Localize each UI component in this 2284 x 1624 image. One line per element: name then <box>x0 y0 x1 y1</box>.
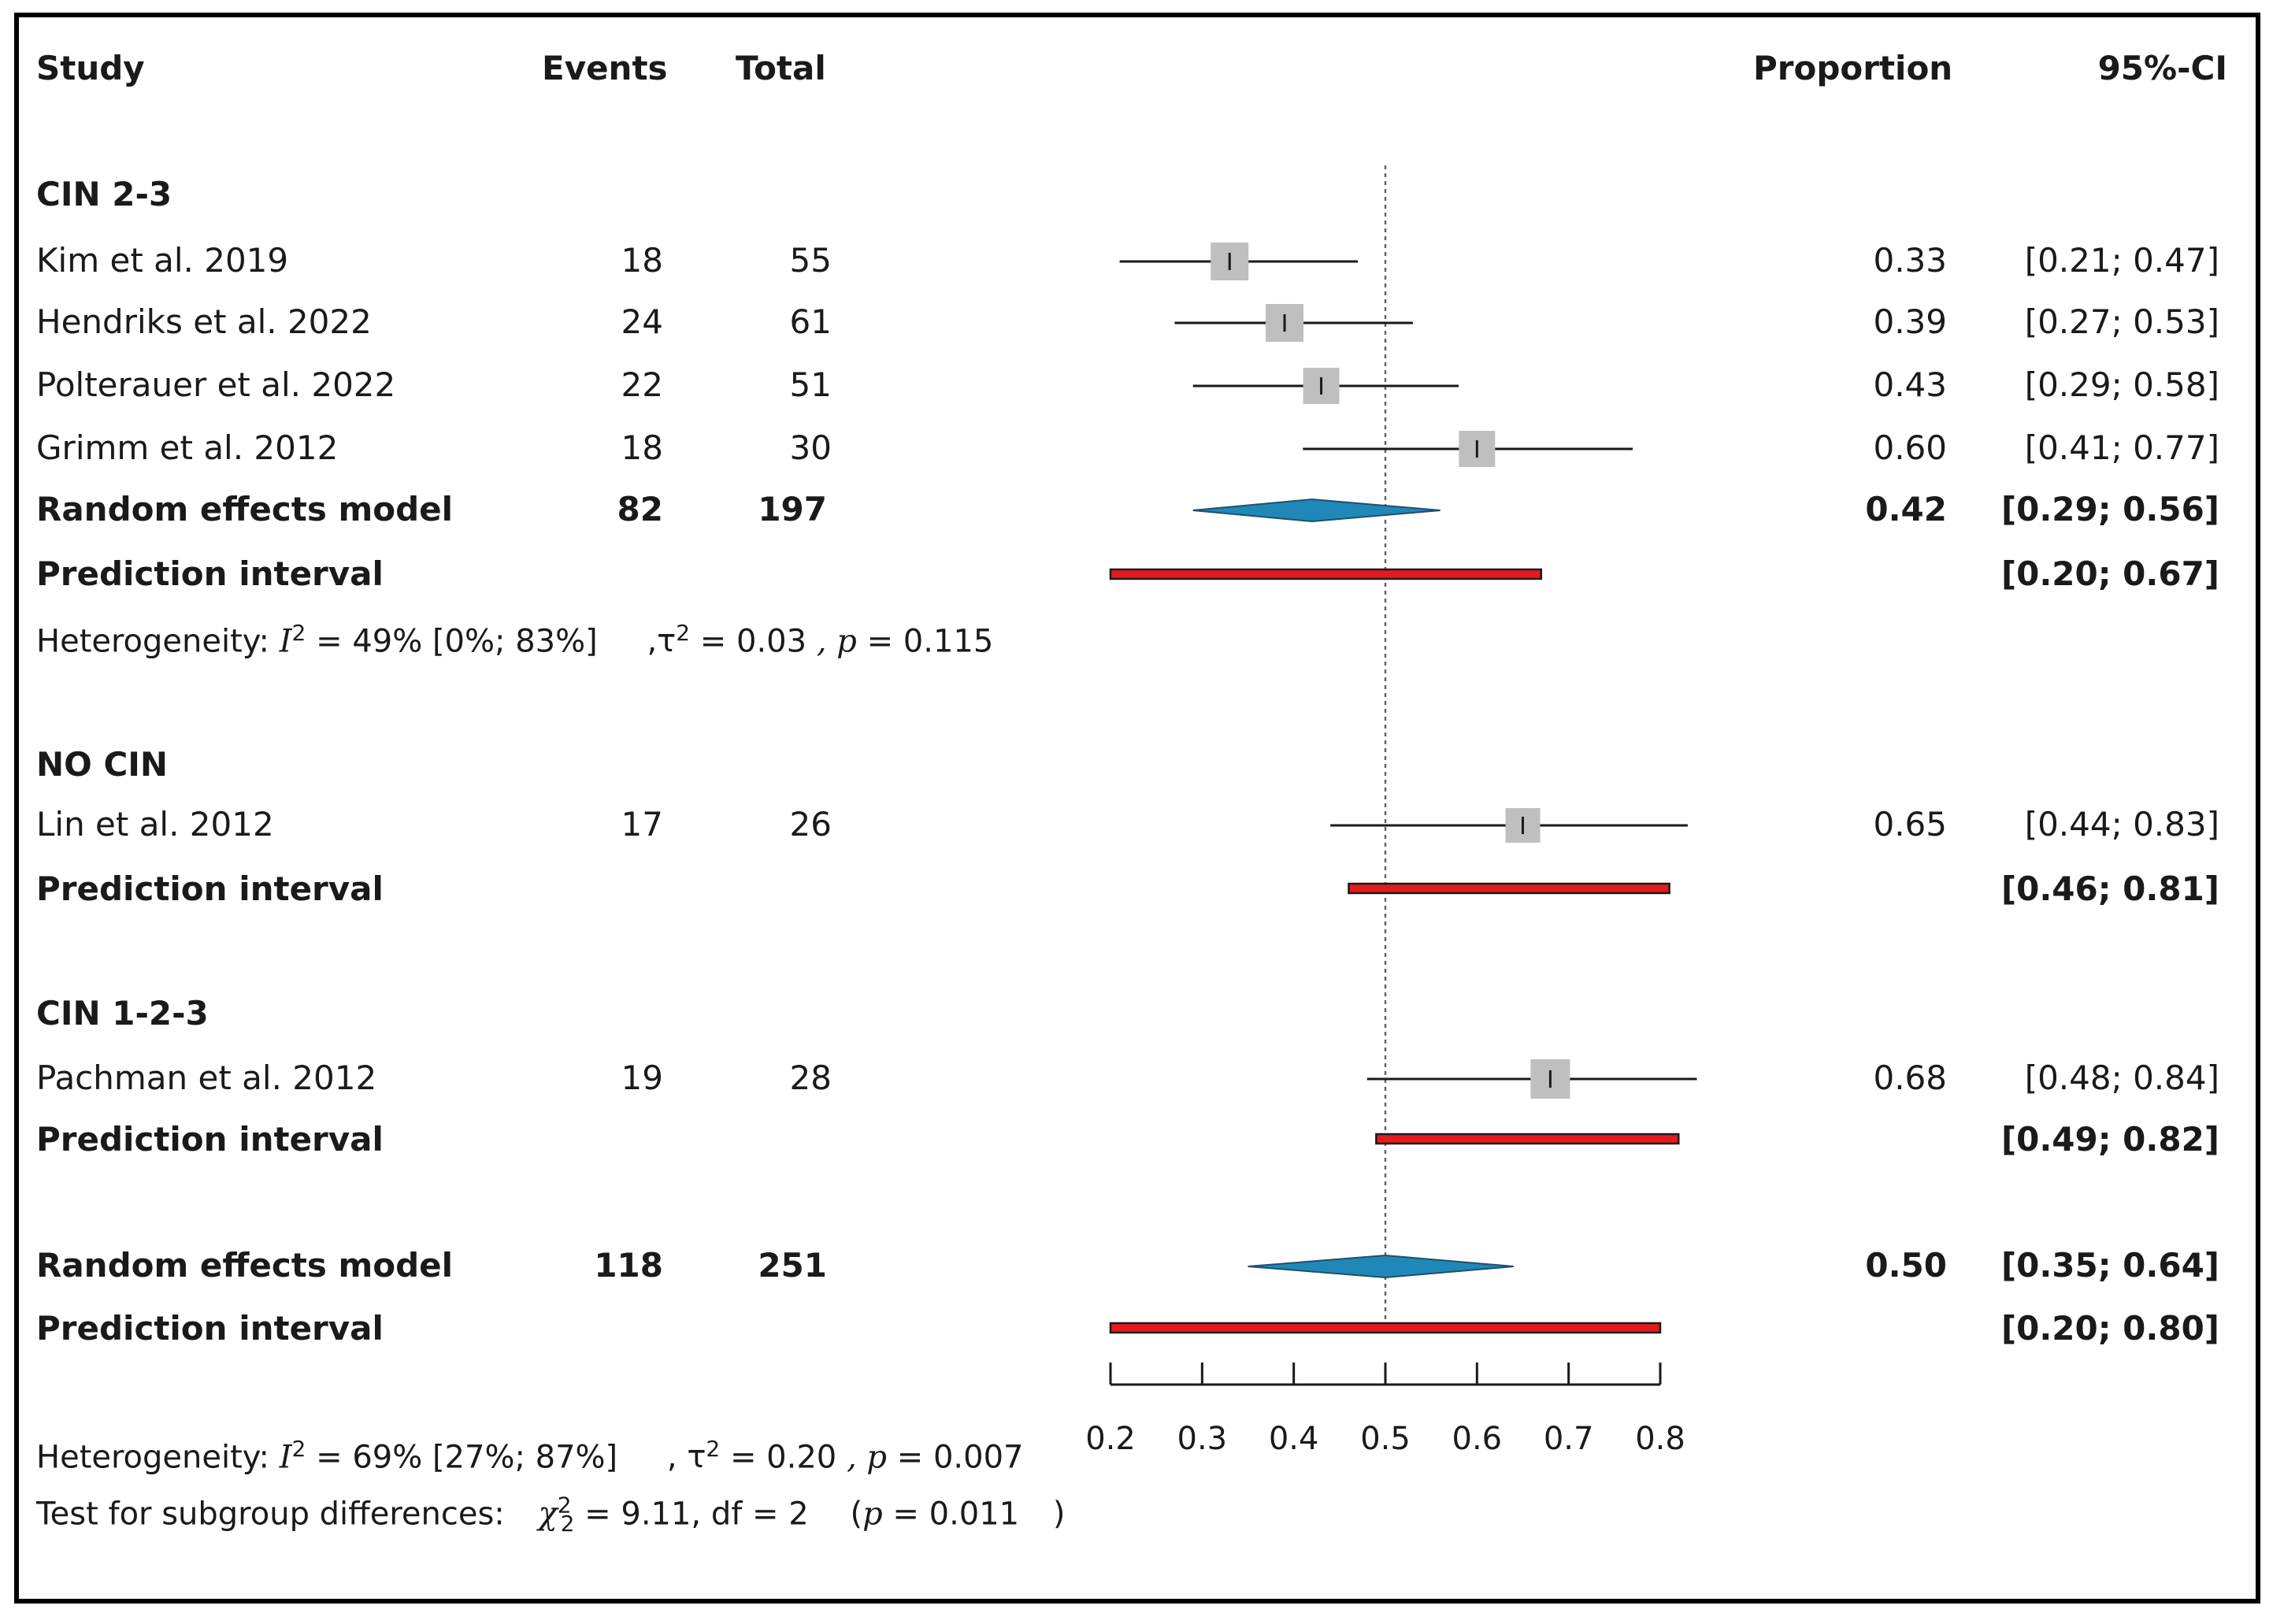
study-ci: [0.21; 0.47] <box>2024 241 2219 280</box>
overall-random-effects-events: 118 <box>594 1246 663 1285</box>
study-proportion: 0.33 <box>1873 241 1947 280</box>
prediction-interval-label: Prediction interval <box>36 869 384 908</box>
study-total: 55 <box>789 241 832 280</box>
random-effects-proportion: 0.42 <box>1865 490 1947 528</box>
overall-random-effects-ci: [0.35; 0.64] <box>2000 1246 2219 1285</box>
study-name: Lin et al. 2012 <box>36 805 274 844</box>
study-name: Grimm et al. 2012 <box>36 428 339 467</box>
random-effects-events: 82 <box>617 490 663 528</box>
header-study: Study <box>36 49 145 87</box>
study-events: 24 <box>621 302 663 341</box>
study-proportion: 0.68 <box>1873 1059 1947 1097</box>
x-tick-label: 0.4 <box>1269 1421 1319 1457</box>
overall-heterogeneity-text: Heterogeneity: I2 = 69% [27%; 87%] , τ2 … <box>36 1436 1024 1476</box>
prediction-interval-label: Prediction interval <box>36 1120 384 1159</box>
study-name: Pachman et al. 2012 <box>36 1059 377 1097</box>
prediction-interval-ci: [0.20; 0.67] <box>2000 554 2219 593</box>
study-events: 17 <box>621 805 663 844</box>
study-name: Polterauer et al. 2022 <box>36 365 396 404</box>
prediction-interval-ci: [0.46; 0.81] <box>2000 869 2219 908</box>
overall-random-effects-proportion: 0.50 <box>1865 1246 1947 1285</box>
x-tick-label: 0.2 <box>1085 1421 1136 1457</box>
summary-diamond <box>1248 1254 1514 1279</box>
study-total: 51 <box>789 365 832 404</box>
random-effects-label: Random effects model <box>36 490 454 528</box>
x-tick-label: 0.8 <box>1635 1421 1685 1457</box>
study-events: 19 <box>621 1059 663 1097</box>
overall-random-effects-label: Random effects model <box>36 1246 454 1285</box>
study-ci: [0.29; 0.58] <box>2024 365 2219 404</box>
x-tick-label: 0.5 <box>1360 1421 1411 1457</box>
header-ci: 95%-CI <box>2097 49 2227 87</box>
header-proportion: Proportion <box>1753 49 1953 87</box>
study-ci: [0.44; 0.83] <box>2024 805 2219 844</box>
study-events: 18 <box>621 428 663 467</box>
overall-random-effects-total: 251 <box>758 1246 827 1285</box>
study-events: 18 <box>621 241 663 280</box>
prediction-interval-bar <box>1109 568 1543 580</box>
study-proportion: 0.60 <box>1873 428 1947 467</box>
x-tick-label: 0.3 <box>1177 1421 1228 1457</box>
header-total: Total <box>736 49 826 87</box>
study-ci: [0.48; 0.84] <box>2024 1059 2219 1097</box>
study-ci: [0.41; 0.77] <box>2024 428 2219 467</box>
group-label: CIN 1-2-3 <box>36 994 209 1033</box>
study-name: Kim et al. 2019 <box>36 241 289 280</box>
study-proportion: 0.39 <box>1873 302 1947 341</box>
random-effects-total: 197 <box>758 490 827 528</box>
heterogeneity-text: Heterogeneity: I2 = 49% [0%; 83%] ,τ2 = … <box>36 620 994 660</box>
group-label: CIN 2-3 <box>36 175 172 213</box>
study-events: 22 <box>621 365 663 404</box>
study-name: Hendriks et al. 2022 <box>36 302 372 341</box>
summary-diamond <box>1192 498 1440 523</box>
figure-frame <box>14 13 2260 1604</box>
random-effects-ci: [0.29; 0.56] <box>2000 490 2219 528</box>
study-total: 61 <box>789 302 832 341</box>
x-tick-label: 0.7 <box>1544 1421 1594 1457</box>
prediction-interval-bar <box>1348 882 1670 895</box>
study-total: 30 <box>789 428 832 467</box>
study-ci: [0.27; 0.53] <box>2024 302 2219 341</box>
prediction-interval-ci: [0.49; 0.82] <box>2000 1120 2219 1159</box>
subgroup-differences-text: Test for subgroup differences: χ22 = 9.1… <box>36 1492 1066 1537</box>
study-proportion: 0.43 <box>1873 365 1947 404</box>
study-total: 28 <box>789 1059 832 1097</box>
x-tick-label: 0.6 <box>1452 1421 1503 1457</box>
prediction-interval-label: Prediction interval <box>36 554 384 593</box>
header-events: Events <box>542 49 668 87</box>
study-total: 26 <box>789 805 832 844</box>
overall-prediction-interval-label: Prediction interval <box>36 1309 384 1348</box>
prediction-interval-bar <box>1375 1133 1680 1145</box>
group-label: NO CIN <box>36 745 169 784</box>
study-proportion: 0.65 <box>1873 805 1947 844</box>
overall-prediction-interval-ci: [0.20; 0.80] <box>2000 1309 2219 1348</box>
prediction-interval-bar <box>1109 1322 1662 1334</box>
